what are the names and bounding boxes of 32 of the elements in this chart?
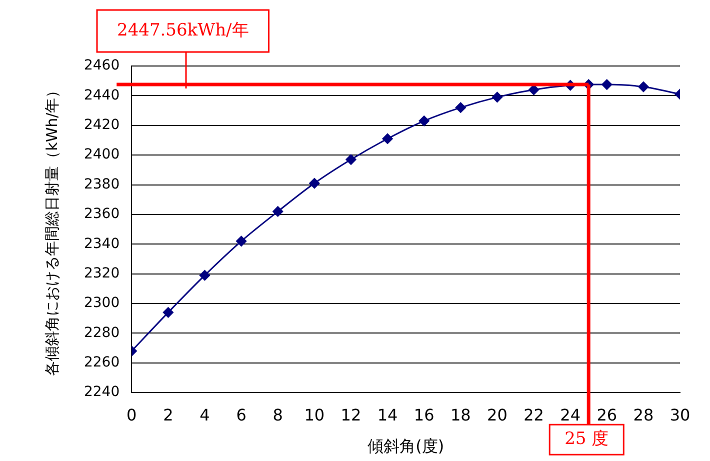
y-tick-label: 2440 (84, 87, 120, 104)
ref-line-label: 2447.56kWh/年 (117, 20, 249, 40)
x-tick-label: 0 (126, 405, 137, 424)
y-axis-title: 各傾斜角における年間総日射量（kWh/年） (42, 82, 61, 376)
y-tick-label: 2320 (84, 265, 120, 282)
y-tick-label: 2260 (84, 354, 120, 371)
x-tick-label: 22 (524, 405, 544, 424)
y-tick-label: 2240 (84, 384, 120, 400)
y-tick-label: 2400 (84, 146, 120, 163)
y-tick-label: 2300 (84, 295, 120, 312)
x-tick-label: 14 (377, 405, 398, 424)
x-tick-label: 16 (414, 405, 434, 424)
x-tick-label: 12 (340, 405, 362, 424)
ref-line-label: 25 度 (564, 429, 609, 450)
y-tick-label: 2420 (84, 117, 120, 134)
x-tick-label: 4 (200, 405, 210, 424)
x-tick-label: 6 (236, 405, 246, 424)
y-tick-label: 2460 (84, 58, 120, 74)
x-tick-label: 26 (596, 405, 618, 424)
y-tick-label: 2340 (84, 236, 120, 252)
y-tick-label: 2360 (84, 206, 120, 222)
x-axis-title: 傾斜角(度) (368, 436, 444, 456)
x-tick-label: 2 (163, 405, 174, 424)
x-tick-label: 24 (560, 405, 581, 424)
x-tick-label: 28 (633, 405, 654, 424)
x-tick-label: 8 (272, 405, 283, 424)
y-tick-label: 2280 (84, 324, 120, 341)
x-tick-label: 18 (450, 405, 471, 424)
x-tick-label: 20 (487, 405, 508, 424)
x-tick-label: 10 (304, 405, 325, 424)
y-tick-label: 2380 (84, 176, 120, 192)
x-tick-label: 30 (670, 405, 690, 424)
